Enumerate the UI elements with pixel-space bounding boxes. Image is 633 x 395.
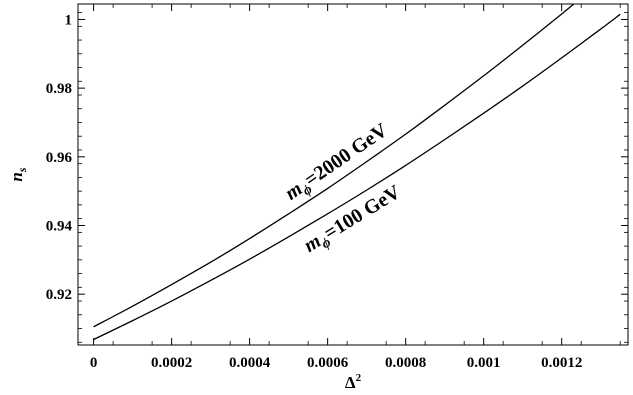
x-axis-label: Δ2 [345, 372, 362, 392]
x-tick-label: 0.0004 [229, 355, 271, 371]
x-tick-label: 0.0008 [385, 355, 426, 371]
y-tick-label: 0.98 [46, 81, 72, 97]
x-tick-label: 0 [90, 355, 98, 371]
x-tick-label: 0.0006 [307, 355, 349, 371]
y-axis-ticks: 0.92 0.94 0.96 0.98 1 [46, 12, 628, 343]
y-tick-label: 1 [65, 12, 73, 28]
plot-frame [77, 3, 629, 346]
series-line-100gev [93, 13, 621, 341]
y-tick-label: 0.94 [46, 218, 73, 234]
y-axis-label: ns [7, 167, 29, 181]
x-tick-label: 0.0002 [151, 355, 192, 371]
series-layer [93, 4, 621, 341]
x-axis-ticks: 0 0.0002 0.0004 0.0006 0.0008 0.001 0.0012 [90, 4, 621, 371]
y-tick-label: 0.92 [46, 287, 72, 303]
y-tick-label: 0.96 [46, 150, 73, 166]
series-line-2000gev [93, 4, 575, 328]
x-tick-label: 0.0012 [541, 355, 582, 371]
x-tick-label: 0.001 [467, 355, 501, 371]
